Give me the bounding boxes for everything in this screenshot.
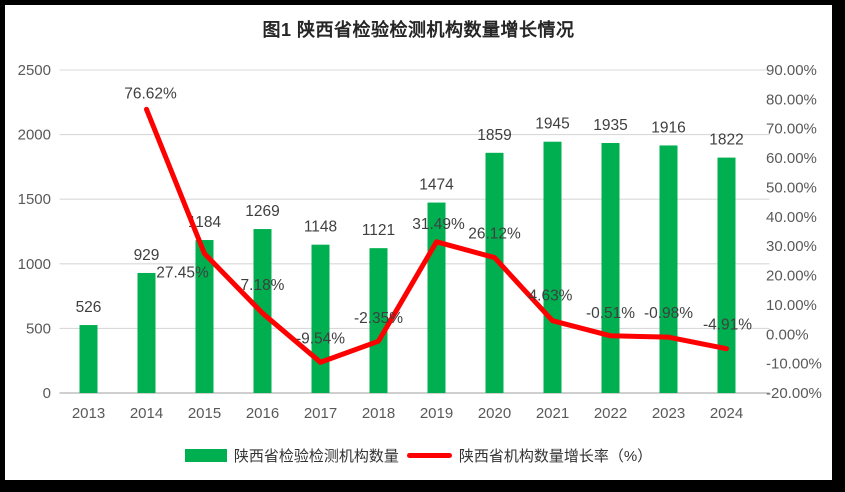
combo-chart-plot: 0 500 1000 1500 2000 2500 90.00% 80.00% 70.00% 60…	[18, 62, 822, 422]
bar-label-2018: 1121	[362, 222, 395, 239]
bar-label-2014: 929	[134, 247, 160, 264]
left-axis-tick: 2500	[18, 62, 51, 79]
bar-label-2017: 1148	[304, 219, 337, 236]
line-label-2014: 76.62%	[124, 85, 177, 102]
bar-series-swatch	[184, 449, 227, 462]
line-label-2022: -0.51%	[586, 305, 635, 322]
bar-2014[interactable]	[137, 272, 156, 393]
left-axis-tick: 1000	[18, 256, 51, 273]
line-label-2020: 26.12%	[468, 226, 521, 243]
line-label-2016: 7.18%	[241, 277, 285, 294]
bar-label-2020: 1859	[477, 127, 511, 144]
line-series-swatch	[406, 453, 452, 458]
right-axis-tick: -20.00%	[766, 385, 822, 402]
right-axis-tick: -10.00%	[766, 356, 822, 373]
right-axis-tick: 40.00%	[766, 209, 817, 226]
x-axis-label-2014: 2014	[130, 405, 163, 422]
x-axis-label-2022: 2022	[594, 405, 627, 422]
bar-2021[interactable]	[543, 141, 562, 393]
line-label-2019: 31.49%	[412, 216, 465, 233]
bar-2023[interactable]	[659, 145, 678, 393]
legend-label-line-series: 陕西省机构数量增长率（%）	[458, 448, 653, 465]
bar-2020[interactable]	[485, 152, 504, 393]
line-label-2024: -4.91%	[703, 317, 752, 334]
bar-2022[interactable]	[601, 142, 620, 393]
bar-2015[interactable]	[195, 240, 214, 393]
right-axis-tick: 10.00%	[766, 297, 817, 314]
left-axis-tick: 2000	[18, 127, 51, 144]
bar-label-2019: 1474	[419, 177, 454, 194]
left-axis-tick: 1500	[18, 191, 51, 208]
x-axis-label-2019: 2019	[420, 405, 453, 422]
x-axis-label-2024: 2024	[710, 405, 743, 422]
bar-2013[interactable]	[79, 325, 98, 393]
x-axis-label-2021: 2021	[536, 405, 569, 422]
x-axis-label-2020: 2020	[478, 405, 511, 422]
x-axis-label-2013: 2013	[72, 405, 105, 422]
legend-label-bar-series: 陕西省检验检测机构数量	[233, 448, 399, 465]
x-axis-label-2016: 2016	[246, 405, 279, 422]
right-axis-tick: 90.00%	[766, 62, 817, 79]
growth-rate-line[interactable]	[144, 106, 729, 365]
bar-2017[interactable]	[311, 244, 330, 393]
right-axis-tick: 80.00%	[766, 91, 817, 108]
x-axis-label-2023: 2023	[652, 405, 685, 422]
right-axis-tick: 70.00%	[766, 121, 817, 138]
right-axis-tick: 60.00%	[766, 150, 817, 167]
bar-2024[interactable]	[717, 157, 736, 393]
left-axis-tick: 0	[43, 385, 51, 402]
chart-frame: 0 500 1000 1500 2000 2500 90.00% 80.00% 70.00% 60…	[5, 5, 832, 480]
left-axis-tick: 500	[26, 320, 51, 337]
legend-item-line-series[interactable]: 陕西省机构数量增长率（%）	[406, 445, 653, 466]
bar-2018[interactable]	[369, 248, 388, 393]
bar-label-2024: 1822	[709, 132, 743, 149]
x-axis-label-2015: 2015	[188, 405, 221, 422]
line-label-2018: -2.35%	[354, 310, 403, 327]
line-label-2021: 4.63%	[529, 288, 573, 305]
x-axis-label-2018: 2018	[362, 405, 395, 422]
legend-item-bar-series[interactable]: 陕西省检验检测机构数量	[184, 445, 399, 466]
chart-title: 图1 陕西省检验检测机构数量增长情况	[262, 20, 575, 40]
right-axis-tick: 30.00%	[766, 238, 817, 255]
bar-label-2023: 1916	[651, 119, 685, 136]
right-axis-tick: 50.00%	[766, 179, 817, 196]
chart-legend: 陕西省检验检测机构数量 陕西省机构数量增长率（%）	[5, 445, 832, 466]
bar-label-2013: 526	[76, 299, 102, 316]
line-label-2015: 27.45%	[156, 265, 209, 282]
right-axis-tick: 20.00%	[766, 268, 817, 285]
bar-label-2022: 1935	[593, 117, 627, 134]
right-axis-tick: 0.00%	[766, 326, 809, 343]
line-label-2017: -9.54%	[296, 330, 345, 347]
bar-label-2016: 1269	[245, 203, 279, 220]
x-axis-label-2017: 2017	[304, 405, 337, 422]
bar-label-2021: 1945	[535, 116, 569, 133]
line-label-2023: -0.98%	[644, 305, 693, 322]
